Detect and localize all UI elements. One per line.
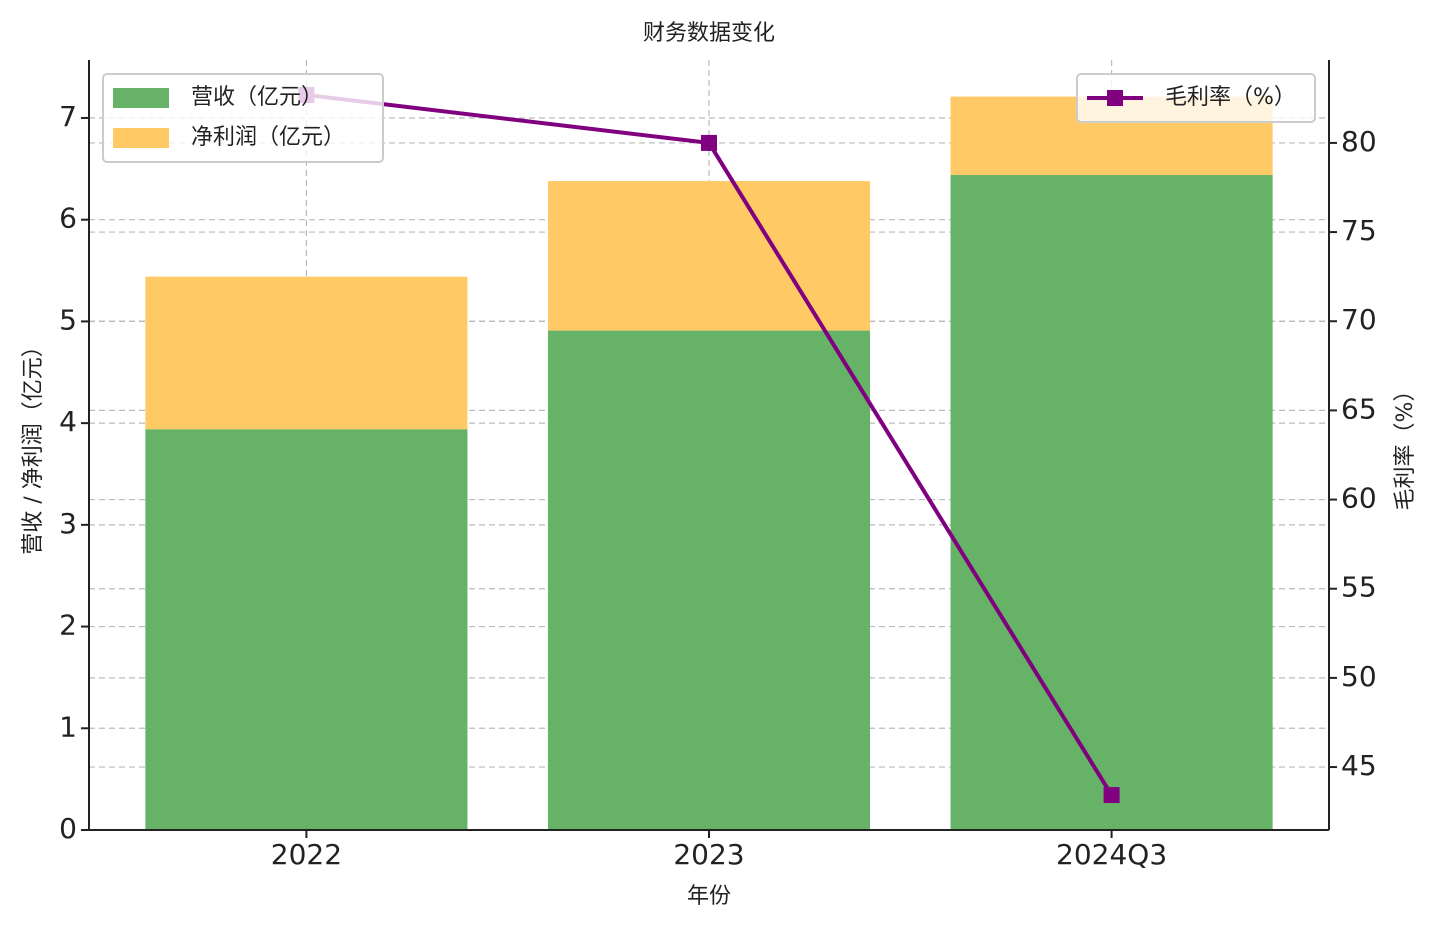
- legend-label: 营收（亿元）: [191, 85, 323, 110]
- y-tick-label: 0: [59, 812, 77, 845]
- y-axis-label: 营收 / 净利润（亿元）: [21, 335, 46, 554]
- y2-tick-label: 75: [1341, 214, 1377, 247]
- legend-swatch: [113, 88, 169, 108]
- legend-swatch: [113, 128, 169, 148]
- bar: [547, 181, 871, 331]
- y2-tick-label: 80: [1341, 125, 1377, 158]
- y2-tick-label: 50: [1341, 660, 1377, 693]
- bars: [145, 96, 1273, 830]
- marker: [701, 134, 717, 151]
- marker: [1103, 787, 1120, 804]
- y-tick-label: 4: [59, 405, 77, 438]
- y-tick-label: 5: [59, 303, 77, 336]
- chart-title: 财务数据变化: [643, 21, 775, 46]
- bar: [547, 330, 871, 830]
- legend-label: 净利润（亿元）: [191, 125, 345, 150]
- legend-label: 毛利率（%）: [1165, 85, 1296, 110]
- bar: [145, 429, 468, 830]
- y-tick-label: 1: [59, 710, 77, 743]
- y-tick-label: 7: [59, 100, 77, 133]
- y2-axis-label: 毛利率（%）: [1393, 380, 1418, 511]
- y2-tick-label: 45: [1341, 749, 1377, 782]
- legend: 营收（亿元） 净利润（亿元）: [102, 73, 384, 163]
- y-tick-label: 3: [59, 507, 77, 540]
- legend-box: [102, 73, 384, 163]
- y2-tick-label: 60: [1341, 482, 1377, 515]
- y2-tick-label: 55: [1341, 571, 1377, 604]
- y-tick-label: 2: [59, 609, 77, 642]
- legend-box: [1076, 73, 1316, 123]
- x-tick-label: 2023: [673, 838, 744, 871]
- x-axis-label: 年份: [687, 884, 731, 909]
- y-tick-label: 6: [59, 202, 77, 235]
- legend-swatch: [1107, 90, 1123, 106]
- y2-tick-label: 65: [1341, 392, 1377, 425]
- bar: [950, 174, 1273, 830]
- x-tick-label: 2022: [271, 838, 342, 871]
- x-tick-label: 2024Q3: [1056, 838, 1167, 871]
- bar: [145, 276, 468, 430]
- legend: 毛利率（%）: [1076, 73, 1316, 123]
- y2-tick-label: 70: [1341, 303, 1377, 336]
